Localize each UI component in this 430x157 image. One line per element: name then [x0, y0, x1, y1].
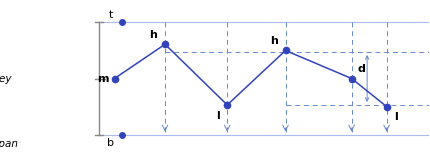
- Text: h: h: [270, 36, 278, 46]
- Text: b: b: [107, 138, 114, 148]
- Text: h: h: [150, 30, 157, 40]
- Text: l: l: [215, 111, 219, 121]
- Text: d: d: [357, 64, 365, 74]
- Text: t: t: [108, 10, 113, 20]
- Text: m: m: [97, 73, 109, 84]
- Text: span: span: [0, 139, 19, 149]
- Text: key: key: [0, 73, 12, 84]
- Text: l: l: [394, 112, 398, 122]
